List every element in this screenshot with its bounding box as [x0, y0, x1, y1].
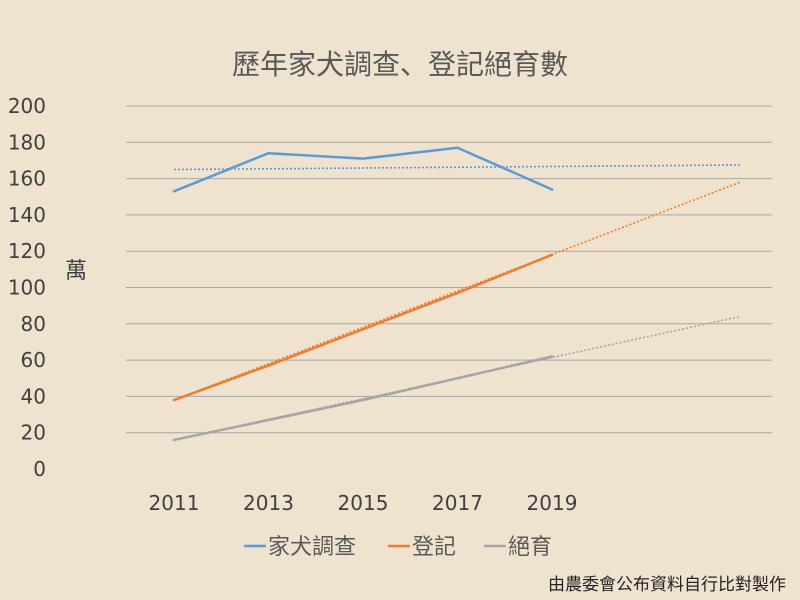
y-tick-label: 80 — [21, 312, 46, 336]
trendline — [173, 164, 741, 171]
x-tick-label: 2019 — [527, 491, 578, 515]
y-tick-label: 200 — [8, 94, 46, 118]
data-point — [172, 438, 176, 442]
y-tick-label: 140 — [8, 203, 46, 227]
y-tick-label: 40 — [21, 384, 46, 408]
data-point — [172, 398, 176, 402]
series-lines — [172, 146, 554, 442]
data-point — [361, 398, 365, 402]
y-tick-label: 60 — [21, 348, 46, 372]
chart-title: 歷年家犬調查、登記絕育數 — [232, 48, 568, 81]
y-tick-label: 20 — [21, 421, 46, 445]
trendline — [173, 181, 741, 401]
trendlines — [173, 164, 741, 441]
y-tick-label: 180 — [8, 130, 46, 154]
x-tick-label: 2013 — [243, 491, 294, 515]
y-tick-label: 120 — [8, 239, 46, 263]
series-line — [172, 253, 554, 402]
legend-label: 絕育 — [508, 535, 552, 560]
legend: 家犬調查 登記 絕育 — [244, 535, 552, 560]
data-point — [267, 364, 270, 367]
gridlines — [126, 105, 772, 434]
y-tick-label: 0 — [33, 457, 46, 481]
y-tick-label: 100 — [8, 276, 46, 300]
legend-label: 登記 — [412, 535, 456, 560]
data-point — [456, 291, 459, 295]
y-tick-label: 160 — [8, 167, 46, 191]
data-point — [550, 355, 554, 358]
x-axis: 2011 2013 2015 2017 2019 — [149, 491, 578, 515]
source-note: 由農委會公布資料自行比對製作 — [548, 575, 786, 595]
x-tick-label: 2011 — [149, 491, 200, 515]
data-point — [550, 253, 554, 257]
data-point — [267, 418, 270, 422]
series-line — [172, 146, 554, 193]
data-point — [172, 190, 176, 193]
legend-label: 家犬調查 — [268, 535, 356, 560]
data-point — [361, 328, 365, 331]
x-tick-label: 2015 — [338, 491, 389, 515]
data-point — [456, 377, 459, 380]
x-tick-label: 2017 — [432, 491, 483, 515]
data-point — [267, 151, 270, 155]
y-axis: 0 20 40 60 80 100 120 140 160 180 200 — [8, 94, 46, 481]
data-point — [456, 146, 459, 149]
data-point — [550, 188, 554, 191]
y-axis-label: 萬 — [65, 259, 87, 284]
data-point — [361, 157, 365, 160]
